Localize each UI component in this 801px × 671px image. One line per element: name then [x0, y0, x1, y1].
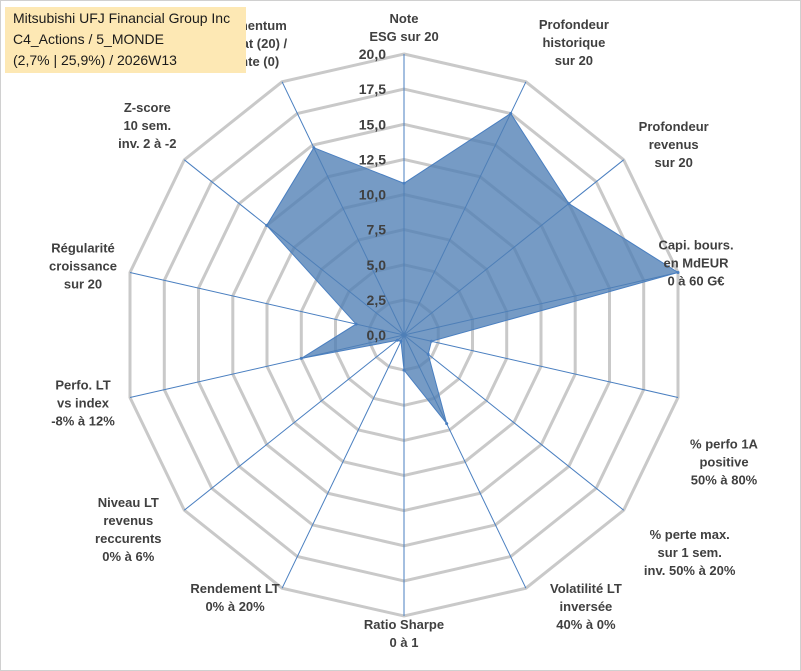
radar-series	[265, 112, 680, 426]
axis-label: Régularité croissance sur 20	[49, 241, 117, 292]
series-point	[676, 271, 680, 274]
series-point	[265, 224, 269, 227]
axis-label-line: Z-score	[124, 100, 171, 115]
axis-label: Ratio Sharpe 0 à 1	[364, 617, 444, 650]
axis-label-line: 0% à 20%	[205, 599, 265, 614]
axis-label: Perfo. LT vs index -8% à 12%	[51, 378, 115, 429]
axis-label-line: revenus	[649, 137, 699, 152]
series-point	[402, 368, 406, 372]
axis-label-line: revenus	[103, 513, 153, 528]
series-point	[312, 146, 316, 150]
axis-label: Note ESG sur 20	[369, 11, 438, 44]
series-point	[402, 181, 406, 185]
axis-label-line: Profondeur	[539, 17, 609, 32]
axis-label-line: sur 20	[555, 53, 593, 68]
radar-tick-labels: 0,0 2,5 5,0 7,5 10,0 12,5 15,0 17,5 20,0	[359, 46, 386, 343]
chart-title: Mitsubishi UFJ Financial Group Inc	[13, 10, 231, 26]
axis-label: % perfo 1A positive 50% à 80%	[690, 437, 759, 488]
axis-label: Profondeur revenus sur 20	[639, 119, 709, 170]
axis-label-line: positive	[699, 455, 748, 470]
tick-label: 0,0	[367, 327, 387, 343]
chart-title-box: Mitsubishi UFJ Financial Group Inc C4_Ac…	[5, 7, 246, 73]
tick-label: 17,5	[359, 81, 386, 97]
axis-label: Rendement LT 0% à 20%	[190, 581, 279, 614]
tick-label: 20,0	[359, 46, 386, 62]
axis-label-line: reccurents	[95, 531, 161, 546]
axis-label-line: ESG sur 20	[369, 29, 438, 44]
axis-spoke	[281, 334, 405, 589]
tick-label: 7,5	[367, 222, 387, 238]
axis-label: Capi. bours. en MdEUR 0 à 60 G€	[658, 238, 733, 289]
tick-label: 2,5	[367, 292, 387, 308]
axis-label-line: sur 20	[64, 277, 102, 292]
axis-label-line: Profondeur	[639, 119, 709, 134]
series-point	[429, 339, 433, 343]
series-point	[299, 356, 303, 360]
series-point	[395, 338, 399, 342]
series-point	[445, 422, 449, 426]
axis-label-line: Volatilité LT	[550, 581, 622, 596]
axis-spoke	[403, 334, 679, 398]
axis-label: % perte max. sur 1 sem. inv. 50% à 20%	[644, 527, 736, 578]
axis-spoke	[403, 334, 625, 511]
series-point	[426, 352, 430, 356]
series-point	[354, 322, 358, 326]
axis-label-line: en MdEUR	[664, 256, 730, 271]
axis-label: Z-score 10 sem. inv. 2 à -2	[118, 100, 176, 151]
axis-label-line: -8% à 12%	[51, 414, 115, 429]
series-point	[567, 202, 571, 206]
tick-label: 12,5	[359, 151, 386, 167]
axis-label-line: Régularité	[51, 241, 115, 256]
axis-label-line: 10 sem.	[123, 118, 171, 133]
chart-subtitle-stats: (2,7% | 25,9%) / 2026W13	[13, 52, 177, 68]
tick-label: 10,0	[359, 187, 386, 203]
axis-label-line: Perfo. LT	[55, 378, 110, 393]
axis-label: Niveau LT revenus reccurents 0% à 6%	[95, 495, 161, 564]
axis-label-line: 40% à 0%	[556, 617, 616, 632]
axis-label: Profondeur historique sur 20	[539, 17, 609, 68]
axis-label-line: vs index	[57, 396, 110, 411]
tick-label: 15,0	[359, 116, 386, 132]
axis-label-line: 0% à 6%	[102, 549, 154, 564]
chart-subtitle-category: C4_Actions / 5_MONDE	[13, 31, 164, 47]
axis-label-line: Rendement LT	[190, 581, 279, 596]
axis-label-line: historique	[542, 35, 605, 50]
axis-label-line: Capi. bours.	[658, 238, 733, 253]
tick-label: 5,0	[367, 257, 387, 273]
axis-spoke	[183, 334, 405, 511]
axis-label-line: inversée	[560, 599, 613, 614]
axis-label-line: Ratio Sharpe	[364, 617, 444, 632]
axis-label-line: sur 20	[655, 155, 693, 170]
axis-label: Volatilité LT inversée 40% à 0%	[550, 581, 622, 632]
axis-label-line: Niveau LT	[98, 495, 159, 510]
series-area	[266, 112, 680, 424]
axis-label-line: inv. 2 à -2	[118, 136, 176, 151]
axis-label-line: % perte max.	[650, 527, 730, 542]
axis-label-line: inv. 50% à 20%	[644, 563, 736, 578]
axis-label-line: % perfo 1A	[690, 437, 759, 452]
axis-label-line: Note	[390, 11, 419, 26]
axis-label-line: 0 à 1	[390, 635, 419, 650]
series-point	[509, 112, 513, 115]
axis-label-line: 50% à 80%	[691, 473, 758, 488]
series-point	[399, 339, 403, 343]
axis-label-line: 0 à 60 G€	[667, 274, 724, 289]
axis-label-line: sur 1 sem.	[658, 545, 722, 560]
axis-label-line: croissance	[49, 259, 117, 274]
